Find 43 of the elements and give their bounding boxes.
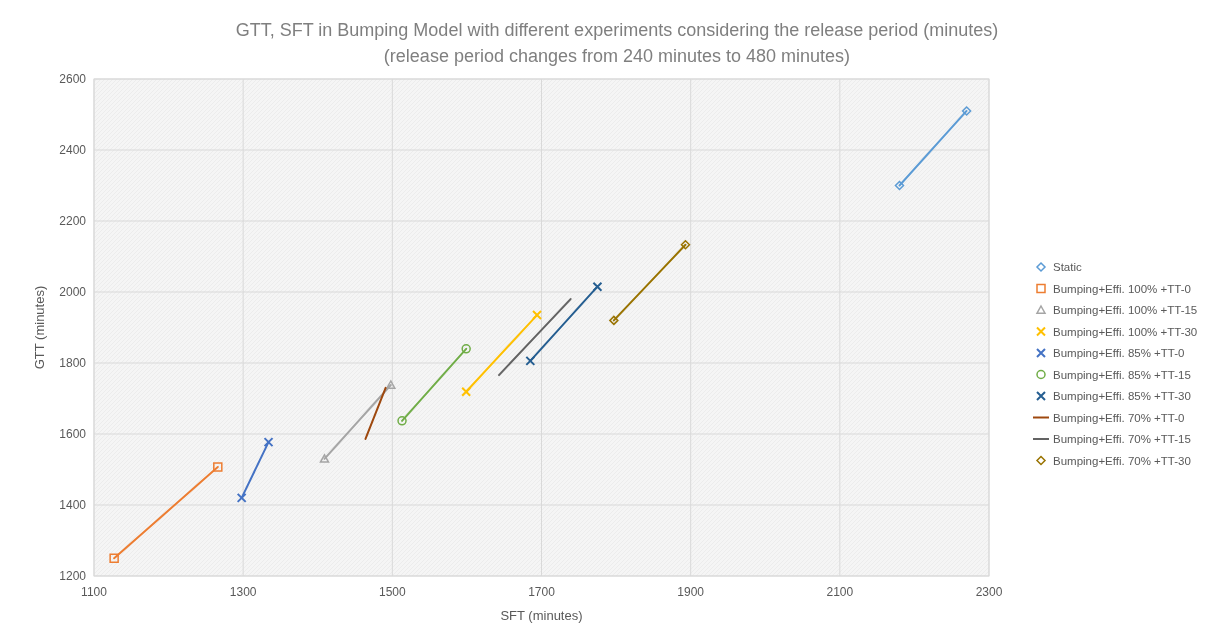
x-tick-label: 2300 [975, 585, 1003, 599]
point [236, 492, 247, 503]
point [894, 180, 905, 191]
point [532, 310, 543, 321]
x-tick-label: 1100 [81, 585, 108, 599]
legend-label: Bumping+Effi. 70% +TT-30 [1053, 454, 1191, 467]
y-tick-label: 2600 [59, 72, 87, 86]
legend-label: Bumping+Effi. 70% +TT-15 [1053, 433, 1191, 445]
point [680, 240, 691, 250]
y-axis-title: GTT (minutes) [32, 285, 47, 370]
point [961, 106, 972, 116]
y-tick-label: 2000 [59, 285, 87, 299]
legend-label: Bumping+Effi. 85% +TT-0 [1053, 347, 1185, 359]
x-tick-label: 1300 [229, 585, 257, 599]
point [609, 315, 619, 326]
point [263, 437, 274, 448]
legend-label: Bumping+Effi. 100% +TT-30 [1053, 325, 1198, 338]
legend-label: Bumping+Effi. 85% +TT-30 [1053, 390, 1191, 402]
point [592, 281, 603, 292]
legend-label: Bumping+Effi. 85% +TT-15 [1053, 368, 1191, 381]
y-tick-label: 1800 [59, 356, 87, 370]
point [109, 553, 119, 563]
x-tick-label: 1700 [528, 585, 556, 599]
x-tick-label: 1500 [378, 585, 406, 599]
point [397, 416, 407, 426]
x-axis-title: SFT (minutes) [500, 608, 583, 623]
chart-subtitle: (release period changes from 240 minutes to 480 minutes) [383, 46, 851, 66]
legend-label: Bumping+Effi. 70% +TT-0 [1053, 411, 1185, 424]
point [461, 386, 472, 397]
x-tick-label: 2100 [826, 585, 854, 599]
y-tick-label: 2200 [59, 214, 87, 228]
y-tick-label: 1600 [59, 427, 87, 441]
point [461, 344, 471, 354]
y-tick-label: 1400 [59, 498, 87, 512]
legend-label: Bumping+Effi. 100% +TT-0 [1053, 282, 1191, 295]
point [525, 355, 536, 366]
chart-title: GTT, SFT in Bumping Model with different experiments considering the release period (minutes) [235, 20, 999, 40]
point [213, 462, 223, 472]
legend-label: Static [1053, 261, 1083, 273]
y-tick-label: 1200 [59, 569, 87, 583]
y-tick-label: 2400 [59, 143, 87, 157]
x-tick-label: 1900 [677, 585, 705, 599]
legend-label: Bumping+Effi. 100% +TT-15 [1053, 304, 1198, 316]
